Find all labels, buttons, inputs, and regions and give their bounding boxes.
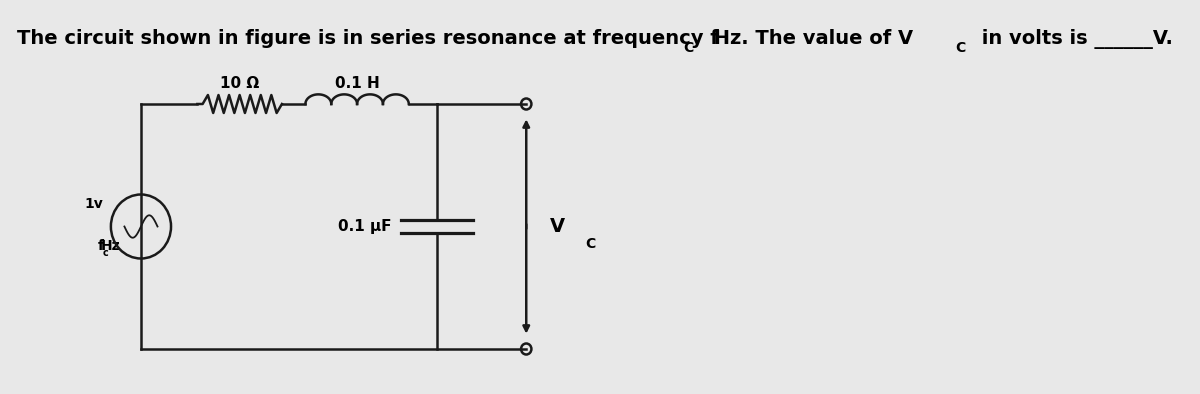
Text: 10 Ω: 10 Ω <box>220 76 259 91</box>
Text: The circuit shown in figure is in series resonance at frequency f: The circuit shown in figure is in series… <box>17 29 719 48</box>
Text: C: C <box>586 236 595 251</box>
Text: C: C <box>683 41 694 55</box>
Text: C: C <box>955 41 966 55</box>
Text: V: V <box>550 217 565 236</box>
Text: c: c <box>102 247 108 258</box>
Text: 0.1 μF: 0.1 μF <box>338 219 392 234</box>
Text: Hz. The value of V: Hz. The value of V <box>707 29 913 48</box>
Text: f: f <box>97 240 103 253</box>
Text: in volts is ______V.: in volts is ______V. <box>976 29 1174 49</box>
Text: 0.1 H: 0.1 H <box>335 76 379 91</box>
Text: 1v: 1v <box>85 197 103 212</box>
Text: Hz: Hz <box>101 240 120 253</box>
